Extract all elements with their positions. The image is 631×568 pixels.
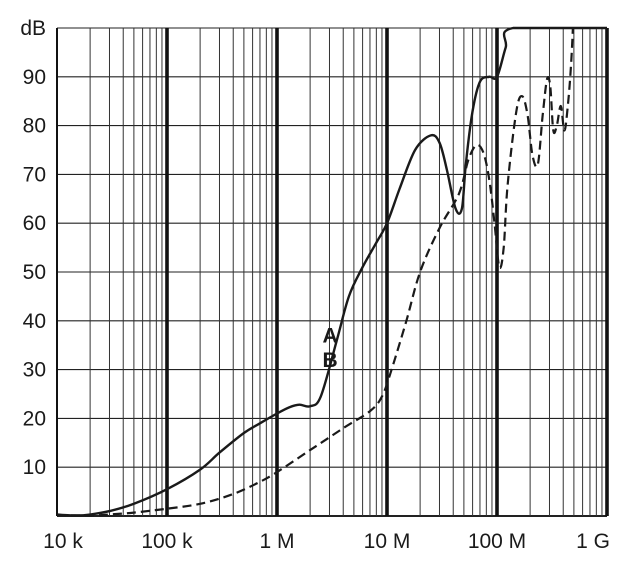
x-tick-label: 10 k <box>43 530 83 553</box>
annotations: A B <box>323 324 338 371</box>
series-layer <box>56 26 607 517</box>
y-tick-label: 70 <box>23 163 46 186</box>
y-tick-label: 40 <box>23 310 46 333</box>
y-tick-label: dB <box>20 17 46 40</box>
y-tick-label: 50 <box>23 261 46 284</box>
x-tick-label: 100 k <box>141 530 193 553</box>
x-tick-label: 10 M <box>364 530 411 553</box>
x-tick-label: 1 M <box>259 530 294 553</box>
y-tick-labels: 10 20 30 40 50 60 70 80 90 dB <box>20 17 46 479</box>
x-tick-labels: 10 k 100 k 1 M 10 M 100 M 1 G <box>43 530 610 553</box>
x-tick-label: 1 G <box>576 530 610 553</box>
y-tick-label: 20 <box>23 407 46 430</box>
y-tick-label: 30 <box>23 359 46 382</box>
series-a-label: A <box>323 324 338 347</box>
y-tick-label: 60 <box>23 212 46 235</box>
major-grid <box>56 28 609 516</box>
y-tick-label: 10 <box>23 456 46 479</box>
series-b-line <box>56 27 574 517</box>
series-a-line <box>56 26 607 517</box>
y-tick-label: 80 <box>23 115 46 138</box>
x-tick-label: 100 M <box>468 530 526 553</box>
series-b-label: B <box>323 349 338 372</box>
minor-grid <box>57 27 607 517</box>
y-tick-label: 90 <box>23 66 46 89</box>
